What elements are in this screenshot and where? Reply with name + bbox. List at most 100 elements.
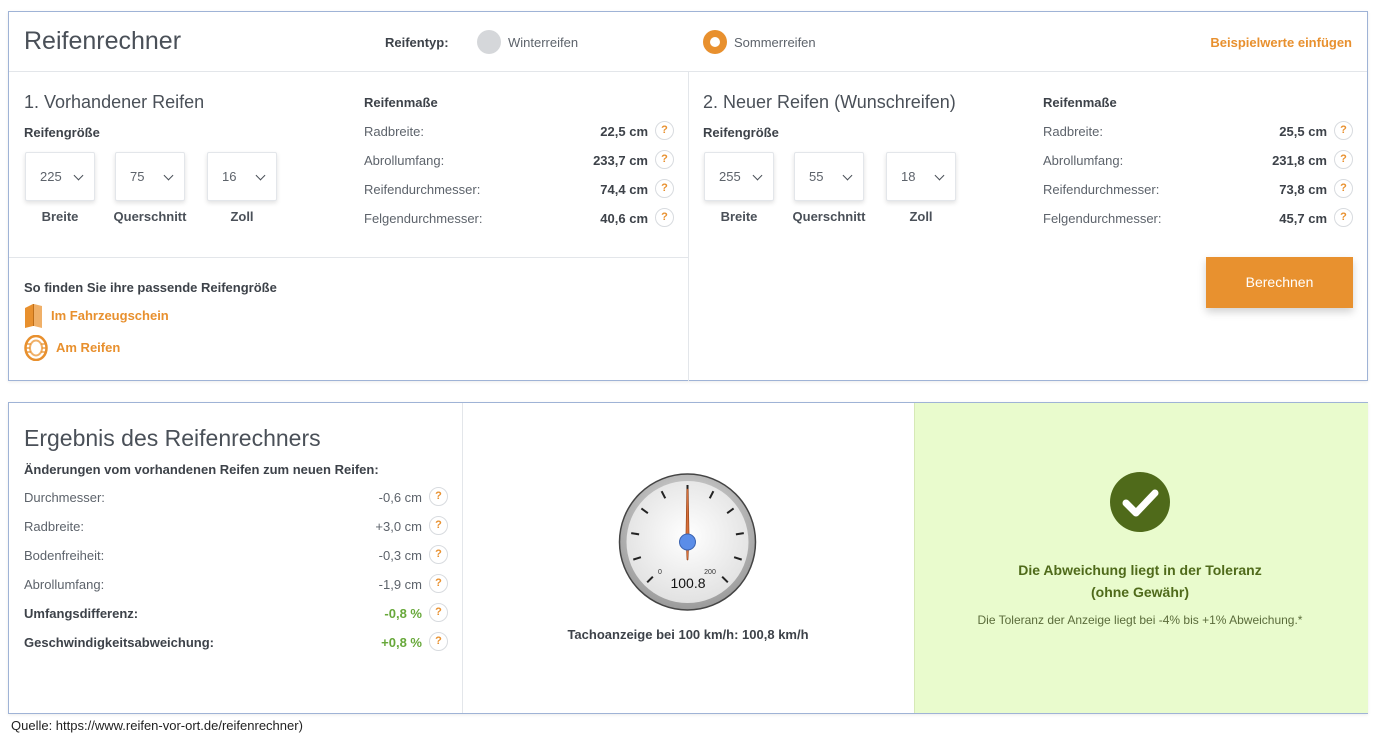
- result-title: Ergebnis des Reifenrechners: [24, 425, 321, 451]
- help-icon[interactable]: ?: [655, 150, 674, 169]
- measure-value: 45,7 cm: [1279, 211, 1327, 226]
- result-label: Durchmesser:: [24, 490, 105, 505]
- measure-label: Abrollumfang:: [1043, 153, 1124, 168]
- measure-value: 25,5 cm: [1279, 124, 1327, 139]
- tire-icon: [24, 335, 48, 361]
- existing-width-select[interactable]: 225: [25, 152, 95, 201]
- new-profile-caption: Querschnitt: [792, 209, 866, 224]
- result-label: Radbreite:: [24, 519, 84, 534]
- summer-tire-radio[interactable]: [703, 30, 727, 54]
- gauge-tick: [632, 556, 642, 561]
- tolerance-status-line1: Die Abweichung liegt in der Toleranz: [1018, 562, 1262, 578]
- help-icon[interactable]: ?: [429, 632, 448, 651]
- existing-width-value: 225: [40, 169, 62, 184]
- summer-tire-label[interactable]: Sommerreifen: [734, 35, 816, 50]
- help-icon[interactable]: ?: [1334, 179, 1353, 198]
- new-width-select[interactable]: 255: [704, 152, 774, 201]
- gauge-tick: [646, 575, 654, 584]
- measure-label: Reifendurchmesser:: [1043, 182, 1160, 197]
- help-icon[interactable]: ?: [429, 487, 448, 506]
- result-value: -0,3 cm: [378, 548, 422, 563]
- help-icon[interactable]: ?: [1334, 150, 1353, 169]
- find-size-title: So finden Sie ihre passende Reifengröße: [24, 280, 277, 295]
- existing-measure-row: Felgendurchmesser: 40,6 cm ?: [364, 208, 674, 230]
- gauge-tick: [640, 507, 649, 515]
- existing-inch-caption: Zoll: [230, 209, 254, 224]
- new-profile-value: 55: [809, 169, 824, 184]
- column-divider: [688, 72, 689, 381]
- result-divider: [462, 403, 463, 713]
- winter-tire-radio[interactable]: [477, 30, 501, 54]
- tolerance-note: Die Toleranz der Anzeige liegt bei -4% b…: [977, 613, 1303, 627]
- gauge-tick: [733, 556, 743, 561]
- new-inch-select[interactable]: 18: [886, 152, 956, 201]
- insert-sample-values-link[interactable]: Beispielwerte einfügen: [1210, 35, 1352, 50]
- gauge-tick: [708, 490, 715, 499]
- help-icon[interactable]: ?: [655, 179, 674, 198]
- measure-label: Felgendurchmesser:: [364, 211, 483, 226]
- existing-measure-row: Abrollumfang: 233,7 cm ?: [364, 150, 674, 172]
- tolerance-status-line2: (ohne Gewähr): [1090, 584, 1189, 600]
- on-tire-link[interactable]: Am Reifen: [24, 335, 154, 361]
- result-value: +3,0 cm: [375, 519, 422, 534]
- document-icon: [25, 304, 42, 328]
- page-title: Reifenrechner: [24, 27, 182, 55]
- new-measures-title: Reifenmaße: [1043, 95, 1117, 110]
- speedometer-gauge: 0 200 100.8: [618, 473, 757, 611]
- result-subtitle: Änderungen vom vorhandenen Reifen zum ne…: [24, 462, 379, 477]
- existing-tire-title: 1. Vorhandener Reifen: [24, 92, 205, 112]
- gauge-tick: [721, 575, 729, 584]
- existing-inch-select[interactable]: 16: [207, 152, 277, 201]
- chevron-down-icon: [752, 170, 763, 181]
- gauge-reading: 100.8: [670, 575, 705, 591]
- help-icon[interactable]: ?: [429, 603, 448, 622]
- vehicle-registration-link[interactable]: Im Fahrzeugschein: [24, 303, 194, 328]
- new-width-value: 255: [719, 169, 741, 184]
- measure-value: 233,7 cm: [593, 153, 648, 168]
- new-inch-caption: Zoll: [909, 209, 933, 224]
- result-label: Abrollumfang:: [24, 577, 105, 592]
- new-profile-select[interactable]: 55: [794, 152, 864, 201]
- new-measure-row: Reifendurchmesser: 73,8 cm ?: [1043, 179, 1353, 201]
- help-icon[interactable]: ?: [655, 208, 674, 227]
- result-panel: Ergebnis des Reifenrechners Änderungen v…: [8, 402, 1368, 714]
- measure-value: 231,8 cm: [1272, 153, 1327, 168]
- measure-value: 40,6 cm: [600, 211, 648, 226]
- winter-tire-label[interactable]: Winterreifen: [508, 35, 579, 50]
- vehicle-registration-label[interactable]: Im Fahrzeugschein: [51, 308, 169, 323]
- tire-type-label: Reifentyp:: [385, 35, 449, 50]
- existing-width-caption: Breite: [41, 209, 79, 224]
- gauge-hub: [679, 533, 696, 551]
- new-size-label: Reifengröße: [703, 125, 779, 140]
- speedometer-caption: Tachoanzeige bei 100 km/h: 100,8 km/h: [567, 627, 809, 642]
- new-measure-row: Radbreite: 25,5 cm ?: [1043, 121, 1353, 143]
- existing-profile-select[interactable]: 75: [115, 152, 185, 201]
- result-row-circumference: Abrollumfang: -1,9 cm ?: [24, 574, 448, 596]
- result-label: Bodenfreiheit:: [24, 548, 105, 563]
- on-tire-label[interactable]: Am Reifen: [56, 340, 121, 355]
- gauge-tick: [631, 532, 640, 536]
- chevron-down-icon: [163, 170, 174, 181]
- chevron-down-icon: [73, 170, 84, 181]
- help-icon[interactable]: ?: [429, 574, 448, 593]
- tolerance-pane: [914, 403, 1368, 713]
- existing-measure-row: Radbreite: 22,5 cm ?: [364, 121, 674, 143]
- help-icon[interactable]: ?: [1334, 121, 1353, 140]
- calculator-header: Reifenrechner Reifentyp: Winterreifen So…: [9, 12, 1367, 72]
- measure-label: Radbreite:: [364, 124, 424, 139]
- result-row-width: Radbreite: +3,0 cm ?: [24, 516, 448, 538]
- chevron-down-icon: [255, 170, 266, 181]
- measure-label: Radbreite:: [1043, 124, 1103, 139]
- help-icon[interactable]: ?: [1334, 208, 1353, 227]
- result-row-speed-deviation: Geschwindigkeitsabweichung: +0,8 % ?: [24, 632, 448, 654]
- measure-label: Felgendurchmesser:: [1043, 211, 1162, 226]
- result-row-circumference-diff: Umfangsdifferenz: -0,8 % ?: [24, 603, 448, 625]
- help-icon[interactable]: ?: [429, 545, 448, 564]
- existing-measure-row: Reifendurchmesser: 74,4 cm ?: [364, 179, 674, 201]
- help-icon[interactable]: ?: [429, 516, 448, 535]
- gauge-tick: [726, 507, 735, 515]
- help-icon[interactable]: ?: [655, 121, 674, 140]
- tire-calculator-panel: Reifenrechner Reifentyp: Winterreifen So…: [8, 11, 1368, 381]
- calculate-button[interactable]: Berechnen: [1206, 257, 1353, 308]
- result-row-diameter: Durchmesser: -0,6 cm ?: [24, 487, 448, 509]
